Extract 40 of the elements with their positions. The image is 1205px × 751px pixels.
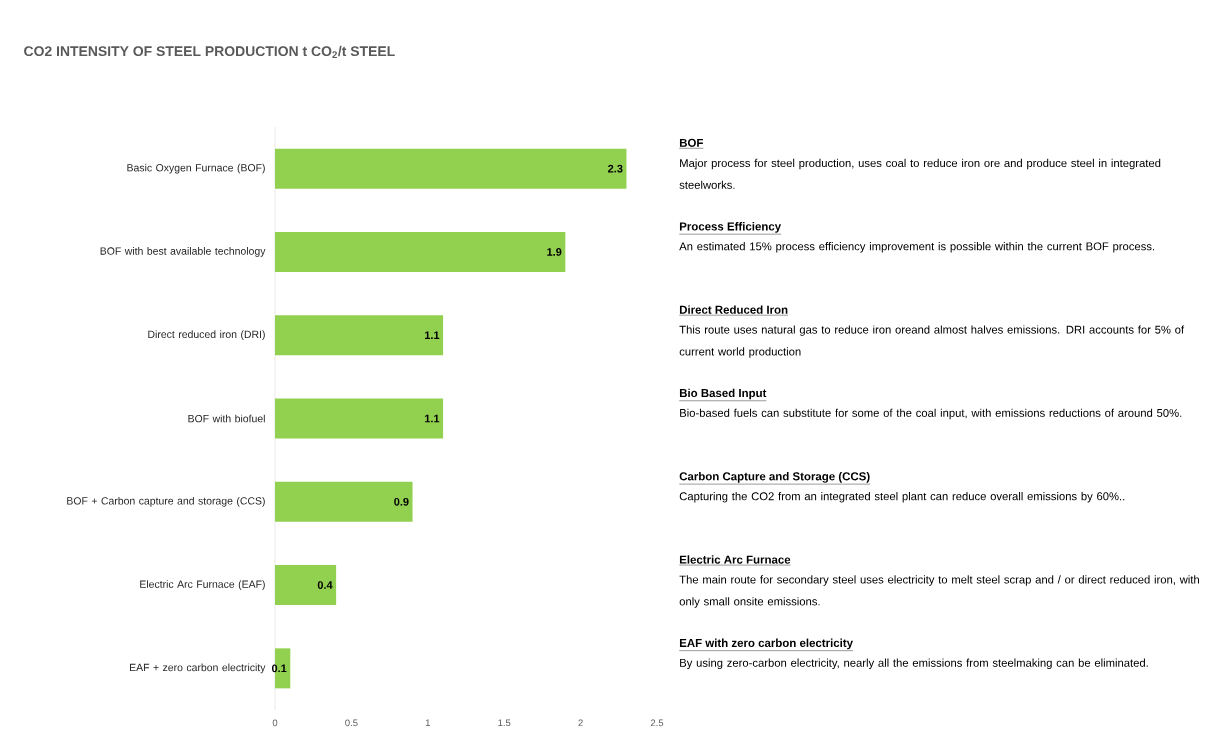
bar bbox=[275, 315, 444, 356]
text: Bio-based fuels can substitute for some of the coal input, with emissions reductions of around 50%. bbox=[680, 408, 1182, 420]
x-tick-label: 1.5 bbox=[498, 719, 511, 727]
data-label: 0.9 bbox=[394, 497, 409, 506]
x-tick-label: 1 bbox=[425, 719, 430, 727]
y-tick-label: BOF + Carbon capture and storage (CCS) bbox=[67, 496, 265, 507]
y-tick-label: Direct reduced iron (DRI) bbox=[148, 330, 265, 341]
data-label: 0.4 bbox=[317, 581, 333, 589]
y-tick-label: BOF with biofuel bbox=[188, 414, 265, 423]
x-tick-label: 0.5 bbox=[345, 719, 358, 727]
text: Carbon Capture and Storage (CCS) bbox=[679, 471, 870, 483]
text: An estimated 15% process efficiency improvement is possible within the current BOF process. bbox=[679, 242, 1155, 253]
data-label: 2.3 bbox=[608, 164, 623, 173]
bar bbox=[275, 481, 413, 522]
data-label: 1.9 bbox=[547, 248, 562, 256]
text: Electric Arc Furnace bbox=[679, 555, 791, 564]
data-label: 1.1 bbox=[425, 414, 440, 423]
y-tick-label: BOF with best available technology bbox=[100, 247, 266, 257]
y-tick-label: Basic Oxygen Furnace (BOF) bbox=[127, 163, 265, 174]
text: Bio Based Input bbox=[679, 388, 767, 400]
text: Direct Reduced Iron bbox=[679, 305, 788, 314]
text: Major process for steel production, uses coal to reduce iron ore and produce steel in integrated steelworks. bbox=[679, 158, 1161, 189]
bar bbox=[275, 398, 444, 439]
bar bbox=[275, 148, 627, 189]
text: Process Efficiency bbox=[679, 222, 782, 233]
y-tick-label: EAF + zero carbon electricity bbox=[130, 663, 266, 674]
x-tick-label: 2.5 bbox=[650, 719, 664, 727]
text: EAF with zero carbon electricity bbox=[679, 638, 853, 650]
x-tick-label: 0 bbox=[272, 719, 278, 727]
bar bbox=[275, 231, 566, 272]
y-tick-label: Electric Arc Furnace (EAF) bbox=[140, 580, 265, 590]
chart-title: CO2 INTENSITY OF STEEL PRODUCTION t CO$_{2}$/t STEEL bbox=[24, 45, 395, 59]
text: Capturing the CO2 from an integrated steel plant can reduce overall emissions by 60%.. bbox=[679, 491, 1125, 503]
text: By using zero-carbon electricity, nearly all the emissions from steelmaking can be eliminated. bbox=[680, 658, 1148, 670]
text: The main route for secondary steel uses electricity to melt steel scrap and / or direct reduced iron, with only small onsite emissions. bbox=[679, 575, 1199, 608]
data-label: 1.1 bbox=[425, 331, 440, 339]
text: BOF bbox=[679, 138, 703, 147]
bar bbox=[275, 565, 337, 606]
text: This route uses natural gas to reduce iron oreand almost halves emissions. DRI accounts for 5% of current world production bbox=[679, 325, 1185, 358]
x-tick-label: 2 bbox=[578, 719, 583, 727]
